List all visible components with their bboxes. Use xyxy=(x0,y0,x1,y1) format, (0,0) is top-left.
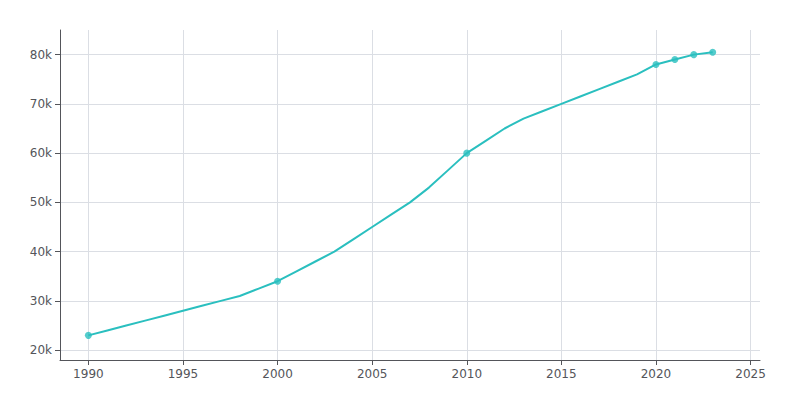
svg-text:2000: 2000 xyxy=(262,367,293,381)
svg-text:70k: 70k xyxy=(30,97,52,111)
svg-text:1995: 1995 xyxy=(168,367,199,381)
svg-text:60k: 60k xyxy=(30,146,52,160)
svg-text:2010: 2010 xyxy=(451,367,482,381)
svg-text:2005: 2005 xyxy=(357,367,388,381)
svg-text:20k: 20k xyxy=(30,343,52,357)
svg-text:40k: 40k xyxy=(30,245,52,259)
svg-text:30k: 30k xyxy=(30,294,52,308)
svg-text:2020: 2020 xyxy=(641,367,672,381)
svg-text:2025: 2025 xyxy=(735,367,766,381)
svg-text:1990: 1990 xyxy=(73,367,104,381)
svg-text:80k: 80k xyxy=(30,48,52,62)
svg-text:2015: 2015 xyxy=(546,367,577,381)
svg-text:50k: 50k xyxy=(30,195,52,209)
